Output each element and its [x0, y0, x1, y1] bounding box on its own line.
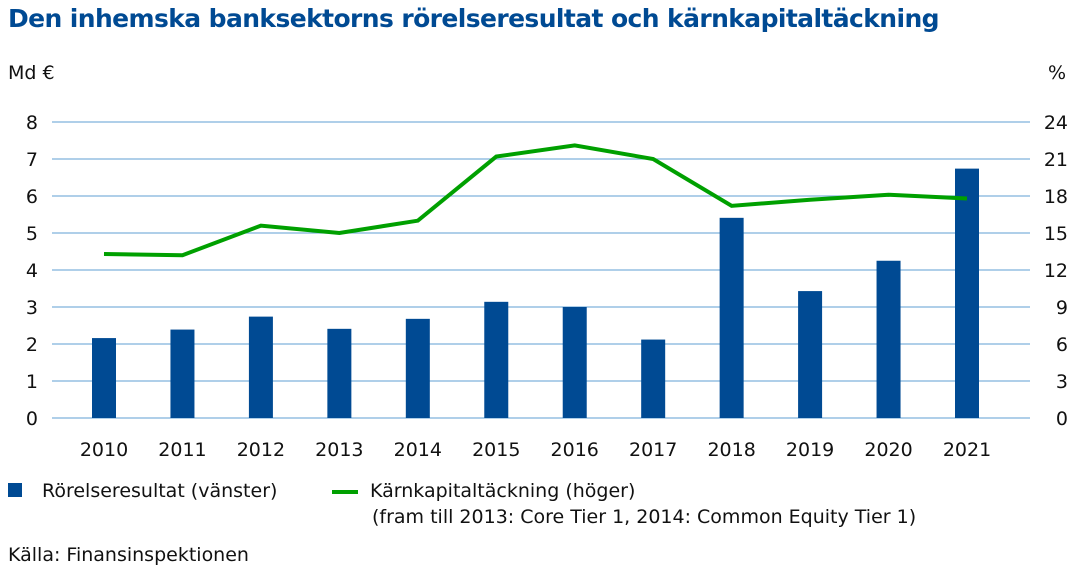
- y-left-tick-label: 6: [26, 186, 38, 208]
- x-tick-label: 2010: [80, 439, 128, 461]
- y-right-tick-label: 18: [1044, 186, 1068, 208]
- x-tick-label: 2018: [707, 439, 755, 461]
- bar-2012: [248, 316, 273, 418]
- bar-2020: [876, 260, 901, 418]
- y-right-tick-label: 6: [1056, 334, 1068, 356]
- legend-swatch-line: [332, 489, 358, 494]
- x-tick-label: 2020: [864, 439, 912, 461]
- y-left-tick-label: 3: [26, 297, 38, 319]
- bar-2015: [484, 301, 509, 418]
- x-tick-label: 2011: [158, 439, 206, 461]
- y-left-tick-label: 2: [26, 334, 38, 356]
- legend-item-bars: Rörelseresultat (vänster): [8, 480, 277, 502]
- bar-2013: [327, 328, 352, 418]
- source-note: Källa: Finansinspektionen: [8, 544, 249, 566]
- y-right-tick-label: 15: [1044, 223, 1068, 245]
- bar-2021: [955, 168, 979, 418]
- legend-label-bars: Rörelseresultat (vänster): [42, 480, 278, 502]
- x-tick-label: 2017: [629, 439, 677, 461]
- left-axis-unit: Md €: [8, 62, 55, 84]
- x-tick-label: 2014: [394, 439, 442, 461]
- line-series-karnkapital: [103, 143, 968, 258]
- legend-label-line: Kärnkapitaltäckning (höger): [370, 480, 636, 502]
- bar-2011: [170, 329, 195, 418]
- bar-2017: [641, 339, 666, 418]
- legend-note: (fram till 2013: Core Tier 1, 2014: Comm…: [372, 506, 917, 528]
- y-left-tick-label: 7: [26, 149, 38, 171]
- x-tick-label: 2013: [315, 439, 363, 461]
- x-tick-label: 2012: [237, 439, 285, 461]
- y-right-tick-label: 3: [1056, 371, 1068, 393]
- x-tick-label: 2015: [472, 439, 520, 461]
- legend-swatch-bar: [8, 483, 22, 497]
- y-left-tick-label: 8: [26, 112, 38, 134]
- x-tick-label: 2019: [786, 439, 834, 461]
- bar-2018: [719, 217, 744, 418]
- x-tick-label: 2021: [943, 439, 991, 461]
- chart-title: Den inhemska banksektorns rörelseresulta…: [8, 4, 940, 33]
- bar-2014: [405, 318, 430, 418]
- y-left-tick-label: 0: [26, 408, 38, 430]
- y-right-tick-label: 24: [1044, 112, 1068, 134]
- right-axis-unit: %: [1048, 62, 1067, 84]
- y-right-tick-label: 9: [1056, 297, 1068, 319]
- y-left-tick-label: 5: [26, 223, 38, 245]
- legend-item-line: Kärnkapitaltäckning (höger) (fram till 2…: [332, 480, 916, 528]
- y-left-tick-label: 4: [26, 260, 38, 282]
- bar-2019: [798, 291, 823, 418]
- y-right-tick-label: 21: [1044, 149, 1068, 171]
- bar-2010: [92, 338, 116, 418]
- y-right-tick-label: 0: [1056, 408, 1068, 430]
- x-tick-label: 2016: [551, 439, 599, 461]
- y-right-tick-label: 12: [1044, 260, 1068, 282]
- y-left-tick-label: 1: [26, 371, 38, 393]
- bar-2016: [562, 307, 587, 418]
